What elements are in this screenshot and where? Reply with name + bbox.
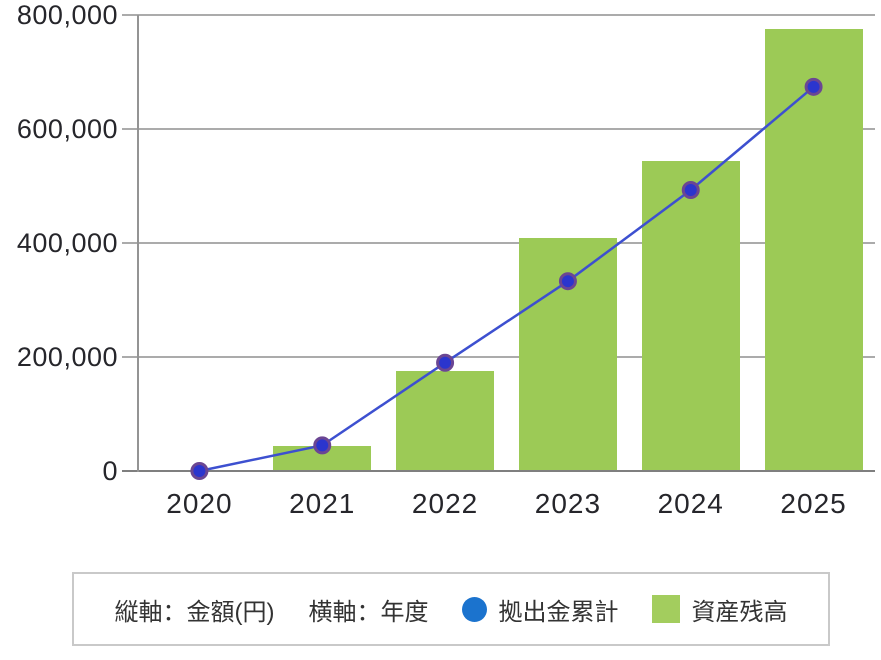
y-tick-label: 800,000 <box>16 0 118 30</box>
data-point-2022 <box>436 353 455 372</box>
plot-area: 0 200,000 400,000 600,000 800,000 <box>17 0 875 486</box>
bar-2021 <box>273 446 372 470</box>
line-series-label: 拠出金累計 <box>498 598 619 626</box>
y-tick-label: 0 <box>102 456 118 486</box>
line-series <box>190 77 823 480</box>
line-series-dot-icon <box>462 596 488 622</box>
bar-2024 <box>641 160 740 470</box>
x-axis-line <box>122 470 875 472</box>
x-tick-label-2024: 2024 <box>657 488 724 519</box>
legend-item-assets: 資産残高 <box>652 592 787 627</box>
bar-2022 <box>396 371 495 470</box>
data-point-2024 <box>681 180 700 199</box>
x-tick-label-2020: 2020 <box>166 488 233 519</box>
gridline <box>122 128 875 130</box>
y-tick-label: 600,000 <box>16 114 118 144</box>
gridline <box>122 242 875 244</box>
y-tick-label: 200,000 <box>16 342 118 372</box>
y-axis-note: 縦軸：金額(円) <box>114 598 275 626</box>
bar-series-label: 資産残高 <box>691 598 788 626</box>
x-axis-note: 横軸：年度 <box>308 598 429 626</box>
chart-legend: 縦軸：金額(円) 横軸：年度 拠出金累計 資産残高 <box>72 572 830 646</box>
data-point-2025 <box>804 77 823 96</box>
bar-2025 <box>764 28 863 470</box>
y-axis-line <box>137 15 139 472</box>
gridline <box>122 356 875 358</box>
bar-series-swatch-icon <box>652 595 681 623</box>
gridline <box>122 14 875 16</box>
data-point-2023 <box>558 272 577 291</box>
data-point-2021 <box>313 436 332 455</box>
data-point-2020 <box>190 462 209 480</box>
legend-item-contributions: 拠出金累計 <box>462 592 618 627</box>
x-tick-label-2023: 2023 <box>534 488 602 519</box>
x-tick-label-2025: 2025 <box>780 488 847 519</box>
x-tick-label-2021: 2021 <box>289 488 356 519</box>
x-tick-label-2022: 2022 <box>411 488 479 519</box>
y-tick-label: 400,000 <box>16 228 118 258</box>
line-path <box>199 85 815 473</box>
